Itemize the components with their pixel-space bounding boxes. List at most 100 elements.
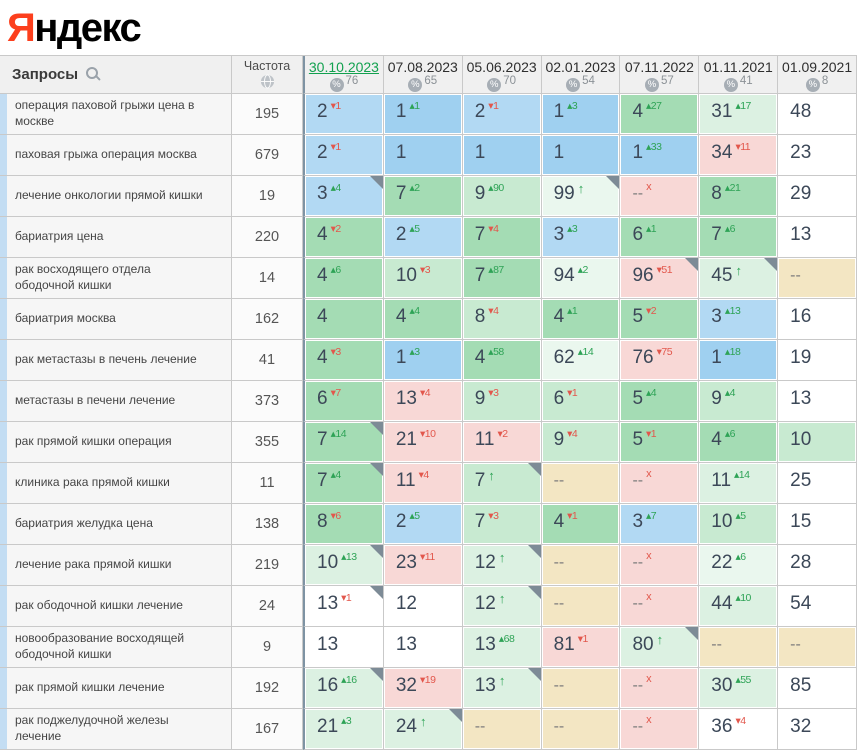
position-cell[interactable]: 2 ▾1	[303, 94, 384, 135]
position-cell[interactable]: 23	[778, 135, 857, 176]
query-cell[interactable]: рак прямой кишки операция	[7, 422, 232, 463]
position-cell[interactable]: 15	[778, 504, 857, 545]
position-cell[interactable]: 13	[778, 217, 857, 258]
position-cell[interactable]: 8 ▴21	[699, 176, 779, 217]
query-cell[interactable]: рак поджелудочной железы лечение	[7, 709, 232, 750]
query-cell[interactable]: паховая грыжа операция москва	[7, 135, 232, 176]
query-cell[interactable]: бариатрия москва	[7, 299, 232, 340]
position-cell[interactable]: 80 ↑	[620, 627, 700, 668]
position-cell[interactable]: 3 ▴7	[620, 504, 700, 545]
position-cell[interactable]: 3 ▴13	[699, 299, 779, 340]
row-selection-strip[interactable]	[0, 299, 7, 340]
position-cell[interactable]: 1 ▴3	[383, 340, 463, 381]
position-cell[interactable]: -- x	[620, 463, 700, 504]
position-cell[interactable]: 9 ▾3	[462, 381, 542, 422]
row-selection-strip[interactable]	[0, 340, 7, 381]
position-cell[interactable]: 16 ▴16	[303, 668, 384, 709]
position-cell[interactable]: --	[699, 627, 779, 668]
position-cell[interactable]: 2 ▾1	[462, 94, 542, 135]
row-selection-strip[interactable]	[0, 258, 7, 299]
query-cell[interactable]: клиника рака прямой кишки	[7, 463, 232, 504]
position-cell[interactable]: 2 ▴5	[383, 217, 463, 258]
position-cell[interactable]: --	[541, 545, 621, 586]
position-cell[interactable]: 4	[303, 299, 384, 340]
query-cell[interactable]: лечение рака прямой кишки	[7, 545, 232, 586]
position-cell[interactable]: 25	[778, 463, 857, 504]
row-selection-strip[interactable]	[0, 586, 7, 627]
position-cell[interactable]: 13	[778, 381, 857, 422]
row-selection-strip[interactable]	[0, 217, 7, 258]
position-cell[interactable]: 7 ▴6	[699, 217, 779, 258]
row-selection-strip[interactable]	[0, 627, 7, 668]
position-cell[interactable]: 1 ▴3	[541, 94, 621, 135]
position-cell[interactable]: --	[541, 586, 621, 627]
position-cell[interactable]: 4 ▾3	[303, 340, 384, 381]
position-cell[interactable]: 3 ▴3	[541, 217, 621, 258]
position-cell[interactable]: 22 ▴6	[699, 545, 779, 586]
position-cell[interactable]: 6 ▾1	[541, 381, 621, 422]
date-link[interactable]: 02.01.2023	[545, 59, 616, 75]
position-cell[interactable]: 34 ▾11	[699, 135, 779, 176]
query-cell[interactable]: бариатрия желудка цена	[7, 504, 232, 545]
query-cell[interactable]: новообразование восходящей ободочной киш…	[7, 627, 232, 668]
position-cell[interactable]: 1	[462, 135, 542, 176]
position-cell[interactable]: 48	[778, 94, 857, 135]
position-cell[interactable]: --	[541, 463, 621, 504]
position-cell[interactable]: 9 ▾4	[541, 422, 621, 463]
position-cell[interactable]: 9 ▴4	[699, 381, 779, 422]
position-cell[interactable]: --	[462, 709, 542, 750]
position-cell[interactable]: 13	[303, 627, 384, 668]
position-cell[interactable]: 30 ▴55	[699, 668, 779, 709]
row-selection-strip[interactable]	[0, 504, 7, 545]
position-cell[interactable]: 5 ▾2	[620, 299, 700, 340]
position-cell[interactable]: 7 ▴14	[303, 422, 384, 463]
position-cell[interactable]: 12	[383, 586, 463, 627]
row-selection-strip[interactable]	[0, 94, 7, 135]
position-cell[interactable]: 4 ▾2	[303, 217, 384, 258]
query-cell[interactable]: рак ободочной кишки лечение	[7, 586, 232, 627]
position-cell[interactable]: 81 ▾1	[541, 627, 621, 668]
position-cell[interactable]: --	[541, 668, 621, 709]
date-link[interactable]: 05.06.2023	[466, 59, 537, 75]
query-cell[interactable]: рак восходящего отдела ободочной кишки	[7, 258, 232, 299]
position-cell[interactable]: 7 ▴2	[383, 176, 463, 217]
position-cell[interactable]: 7 ▾3	[462, 504, 542, 545]
search-icon[interactable]	[86, 66, 99, 79]
position-cell[interactable]: 11 ▾4	[383, 463, 463, 504]
date-link[interactable]: 07.08.2023	[387, 59, 458, 75]
position-cell[interactable]: 10 ▾3	[383, 258, 463, 299]
position-cell[interactable]: 96 ▾51	[620, 258, 700, 299]
position-cell[interactable]: 76 ▾75	[620, 340, 700, 381]
row-selection-strip[interactable]	[0, 668, 7, 709]
position-cell[interactable]: 1 ▴18	[699, 340, 779, 381]
position-cell[interactable]: -- x	[620, 586, 700, 627]
position-cell[interactable]: 7 ▴87	[462, 258, 542, 299]
position-cell[interactable]: 6 ▴1	[620, 217, 700, 258]
position-cell[interactable]: 12 ↑	[462, 545, 542, 586]
position-cell[interactable]: 4 ▴1	[541, 299, 621, 340]
position-cell[interactable]: 1 ▴1	[383, 94, 463, 135]
position-cell[interactable]: -- x	[620, 709, 700, 750]
position-cell[interactable]: 2 ▾1	[303, 135, 384, 176]
position-cell[interactable]: 11 ▾2	[462, 422, 542, 463]
position-cell[interactable]: 8 ▾6	[303, 504, 384, 545]
position-cell[interactable]: 31 ▴17	[699, 94, 779, 135]
position-cell[interactable]: --	[778, 627, 857, 668]
position-cell[interactable]: 99 ↑	[541, 176, 621, 217]
position-cell[interactable]: 1	[541, 135, 621, 176]
position-cell[interactable]: 13 ↑	[462, 668, 542, 709]
position-cell[interactable]: 13 ▴68	[462, 627, 542, 668]
query-cell[interactable]: рак метастазы в печень лечение	[7, 340, 232, 381]
position-cell[interactable]: -- x	[620, 545, 700, 586]
position-cell[interactable]: 45 ↑	[699, 258, 779, 299]
position-cell[interactable]: 5 ▾1	[620, 422, 700, 463]
position-cell[interactable]: --	[541, 709, 621, 750]
position-cell[interactable]: 32	[778, 709, 857, 750]
position-cell[interactable]: 6 ▾7	[303, 381, 384, 422]
query-cell[interactable]: лечение онкологии прямой кишки	[7, 176, 232, 217]
query-cell[interactable]: рак прямой кишки лечение	[7, 668, 232, 709]
position-cell[interactable]: 13 ▾4	[383, 381, 463, 422]
position-cell[interactable]: 4 ▴6	[303, 258, 384, 299]
date-link[interactable]: 01.11.2021	[703, 59, 773, 75]
position-cell[interactable]: 62 ▴14	[541, 340, 621, 381]
